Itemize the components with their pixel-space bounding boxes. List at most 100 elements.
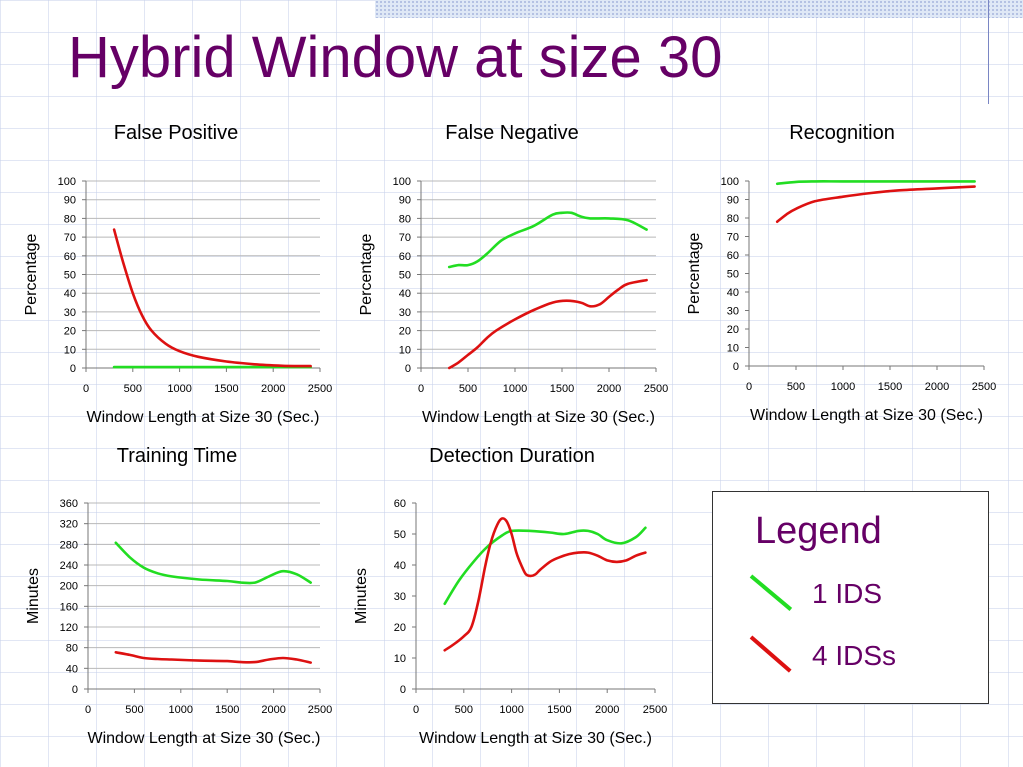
x-tick-label: 1000	[503, 383, 527, 395]
x-tick-label: 0	[413, 704, 419, 716]
chart-detection-duration: Detection Duration 0 10 20 30 40 50 60 0 500 1000 1…	[353, 445, 667, 747]
x-tick-label: 1500	[547, 704, 571, 716]
legend-line-ids4	[749, 635, 792, 673]
series-line-ids1	[443, 526, 647, 606]
y-tick-label: 0	[72, 684, 78, 696]
x-tick-label: 1000	[831, 381, 855, 393]
x-tick-label: 0	[746, 381, 752, 393]
x-tick-label: 1000	[167, 383, 191, 395]
x-tick-label: 2500	[644, 383, 668, 395]
y-tick-label: 10	[64, 344, 76, 356]
legend-line-ids1	[749, 574, 793, 611]
y-tick-label: 80	[727, 213, 739, 225]
y-tick-label: 160	[60, 601, 78, 613]
x-axis-label: Window Length at Size 30 (Sec.)	[87, 730, 320, 747]
y-tick-label: 10	[727, 343, 739, 355]
y-axis-label: Percentage	[686, 232, 703, 314]
y-tick-label: 50	[399, 270, 411, 282]
x-tick-label: 1500	[214, 383, 238, 395]
x-tick-label: 1500	[550, 383, 574, 395]
y-tick-label: 40	[66, 663, 78, 675]
series-line-ids4	[443, 517, 647, 652]
x-tick-label: 500	[459, 383, 477, 395]
y-tick-label: 40	[727, 287, 739, 299]
x-tick-label: 0	[85, 704, 91, 716]
chart-title: Training Time	[117, 445, 237, 467]
y-tick-label: 100	[58, 176, 76, 188]
x-tick-label: 500	[787, 381, 805, 393]
x-tick-label: 500	[125, 704, 143, 716]
y-tick-label: 80	[64, 213, 76, 225]
legend-label-ids1: 1 IDS	[812, 578, 883, 609]
y-axis-label: Percentage	[358, 233, 375, 315]
x-axis-label: Window Length at Size 30 (Sec.)	[86, 409, 319, 426]
x-tick-label: 2000	[597, 383, 621, 395]
y-tick-label: 320	[60, 519, 78, 531]
y-tick-label: 30	[64, 307, 76, 319]
chart-title: Recognition	[789, 122, 895, 144]
y-tick-label: 0	[733, 361, 739, 373]
series-line-ids1	[114, 541, 312, 585]
top-decorative-band	[375, 0, 1023, 18]
y-tick-label: 20	[727, 324, 739, 336]
y-tick-label: 70	[399, 232, 411, 244]
chart-title: False Negative	[445, 122, 578, 144]
x-tick-label: 2500	[308, 383, 332, 395]
x-tick-label: 2500	[308, 704, 332, 716]
y-tick-label: 90	[399, 195, 411, 207]
y-tick-label: 40	[394, 560, 406, 572]
series-line-ids4	[775, 185, 976, 223]
y-tick-label: 0	[70, 363, 76, 375]
y-tick-label: 10	[394, 653, 406, 665]
y-tick-label: 280	[60, 539, 78, 551]
y-tick-label: 100	[393, 176, 411, 188]
x-tick-label: 500	[124, 383, 142, 395]
y-tick-label: 30	[394, 591, 406, 603]
x-axis-label: Window Length at Size 30 (Sec.)	[422, 409, 655, 426]
x-tick-label: 2500	[972, 381, 996, 393]
series-line-ids4	[447, 278, 648, 370]
y-tick-label: 40	[399, 288, 411, 300]
y-tick-label: 90	[727, 195, 739, 207]
y-tick-label: 200	[60, 581, 78, 593]
y-axis-label: Minutes	[25, 568, 42, 624]
x-tick-label: 1500	[215, 704, 239, 716]
x-tick-label: 500	[455, 704, 473, 716]
series-line-ids1	[447, 211, 648, 269]
y-tick-label: 20	[394, 622, 406, 634]
y-tick-label: 10	[399, 344, 411, 356]
x-tick-label: 2000	[595, 704, 619, 716]
x-tick-label: 0	[418, 383, 424, 395]
x-tick-label: 2000	[925, 381, 949, 393]
legend-label-ids4: 4 IDSs	[812, 640, 897, 671]
x-axis-label: Window Length at Size 30 (Sec.)	[419, 730, 652, 747]
chart-title: False Positive	[114, 122, 239, 144]
x-tick-label: 1000	[499, 704, 523, 716]
y-tick-label: 60	[727, 250, 739, 262]
x-tick-label: 1500	[878, 381, 902, 393]
x-tick-label: 1000	[169, 704, 193, 716]
y-tick-label: 20	[399, 326, 411, 338]
y-tick-label: 60	[64, 251, 76, 263]
x-tick-label: 0	[83, 383, 89, 395]
y-axis-label: Percentage	[23, 233, 40, 315]
y-tick-label: 50	[64, 270, 76, 282]
legend-box: Legend 1 IDS 4 IDSs	[712, 491, 989, 704]
y-tick-label: 30	[727, 306, 739, 318]
x-tick-label: 2000	[261, 383, 285, 395]
slide-title: Hybrid Window at size 30	[68, 25, 723, 90]
x-axis-label: Window Length at Size 30 (Sec.)	[750, 407, 983, 424]
y-tick-label: 80	[399, 213, 411, 225]
y-tick-label: 100	[721, 176, 739, 188]
legend-title: Legend	[755, 510, 882, 552]
y-tick-label: 80	[66, 643, 78, 655]
y-tick-label: 90	[64, 195, 76, 207]
series-line-ids1	[775, 180, 976, 186]
chart-title: Detection Duration	[429, 445, 595, 467]
y-tick-label: 50	[727, 269, 739, 281]
chart-training-time: Training Time 0 40 80 120 160 200 240 280 320 360 0…	[25, 445, 332, 747]
y-tick-label: 120	[60, 622, 78, 634]
y-tick-label: 240	[60, 560, 78, 572]
